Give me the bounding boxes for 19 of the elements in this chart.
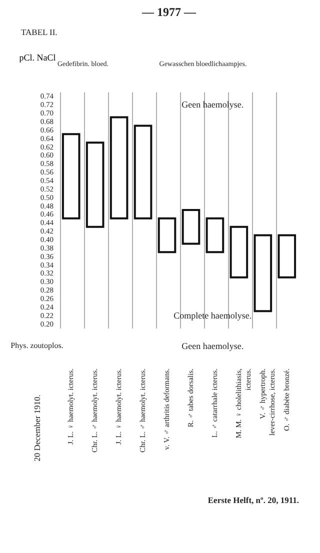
text: Eerste Helft, nº. 20, 1911. bbox=[208, 495, 299, 505]
bar bbox=[134, 124, 152, 220]
bar bbox=[62, 133, 80, 220]
bar bbox=[182, 209, 200, 245]
bar bbox=[158, 217, 176, 254]
bar bbox=[206, 217, 224, 254]
text: Geen haemolyse. bbox=[182, 341, 244, 351]
annotation: Geen haemolyse. bbox=[182, 100, 244, 110]
annotation: Complete haemolyse. bbox=[174, 310, 252, 320]
y-axis-title: pCl. NaCl bbox=[19, 52, 56, 62]
bar bbox=[86, 142, 104, 228]
bar bbox=[110, 116, 128, 220]
text: Phys. zoutoplos. bbox=[10, 341, 64, 350]
bar bbox=[230, 226, 248, 278]
text: — 1977 — bbox=[141, 5, 197, 19]
bar bbox=[254, 234, 272, 312]
chart-title: TABEL II. bbox=[21, 27, 58, 37]
bar bbox=[278, 234, 296, 278]
text: 20 December 1910. bbox=[32, 394, 42, 462]
